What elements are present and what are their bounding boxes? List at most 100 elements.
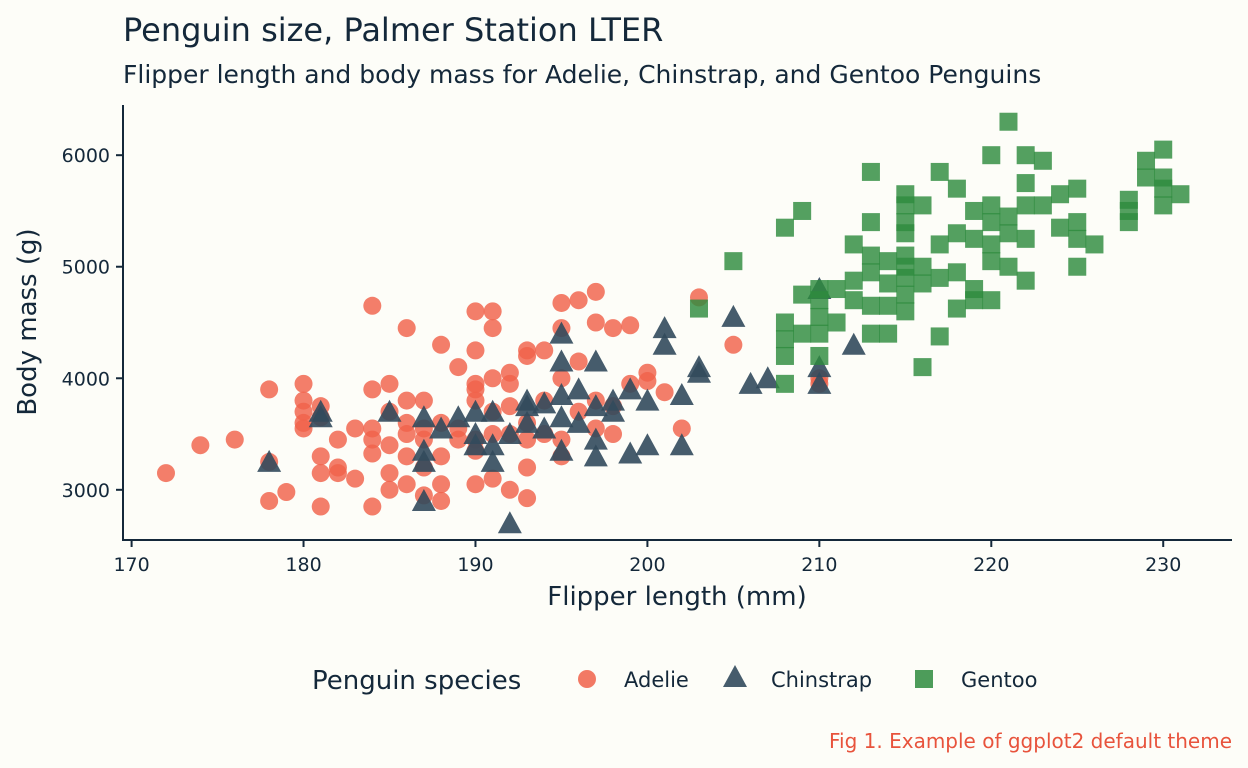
point-chinstrap <box>411 405 436 428</box>
point-adelie <box>311 464 330 483</box>
point-gentoo <box>1068 213 1087 232</box>
point-chinstrap <box>566 377 591 400</box>
point-adelie <box>483 369 502 388</box>
point-adelie <box>397 447 416 466</box>
point-chinstrap <box>652 316 677 339</box>
point-gentoo <box>982 213 1001 232</box>
point-gentoo <box>689 299 708 318</box>
point-gentoo <box>1119 213 1138 232</box>
point-adelie <box>156 464 175 483</box>
point-gentoo <box>896 268 915 287</box>
point-adelie <box>449 358 468 377</box>
point-chinstrap <box>463 399 488 422</box>
points-layer <box>156 112 1190 534</box>
point-gentoo <box>793 324 812 343</box>
point-adelie <box>552 369 571 388</box>
point-chinstrap <box>480 399 505 422</box>
point-adelie <box>432 491 451 510</box>
point-gentoo <box>793 285 812 304</box>
point-gentoo <box>861 324 880 343</box>
point-chinstrap <box>583 349 608 372</box>
point-gentoo <box>861 263 880 282</box>
point-chinstrap <box>446 405 471 428</box>
point-adelie <box>535 341 554 360</box>
point-adelie <box>655 383 674 402</box>
point-chinstrap <box>566 410 591 433</box>
point-chinstrap <box>807 371 832 394</box>
y-axis-title: Body mass (g) <box>13 228 43 415</box>
point-chinstrap <box>583 444 608 467</box>
point-chinstrap <box>755 366 780 389</box>
point-gentoo <box>896 224 915 243</box>
point-chinstrap <box>583 427 608 450</box>
point-gentoo <box>810 307 829 326</box>
legend-key-adelie <box>578 670 596 688</box>
axis-lines <box>122 105 1232 541</box>
point-adelie <box>552 293 571 312</box>
point-gentoo <box>930 162 949 181</box>
point-gentoo <box>1154 196 1173 215</box>
point-chinstrap <box>257 449 282 472</box>
point-adelie <box>363 444 382 463</box>
point-gentoo <box>947 224 966 243</box>
x-axis-title: Flipper length (mm) <box>547 582 806 612</box>
point-chinstrap <box>618 441 643 464</box>
point-adelie <box>432 475 451 494</box>
point-gentoo <box>810 324 829 343</box>
point-gentoo <box>1016 174 1035 193</box>
point-adelie <box>414 391 433 410</box>
point-gentoo <box>844 235 863 254</box>
point-gentoo <box>947 299 966 318</box>
point-adelie <box>294 374 313 393</box>
point-adelie <box>397 391 416 410</box>
point-gentoo <box>1068 257 1087 276</box>
point-chinstrap <box>308 405 333 428</box>
point-chinstrap <box>377 399 402 422</box>
point-adelie <box>569 291 588 310</box>
point-adelie <box>260 380 279 399</box>
figure-caption: Fig 1. Example of ggplot2 default theme <box>829 729 1232 753</box>
point-adelie <box>311 497 330 516</box>
point-gentoo <box>879 274 898 293</box>
point-adelie <box>449 430 468 449</box>
point-gentoo <box>775 313 794 332</box>
point-gentoo <box>827 280 846 299</box>
point-gentoo <box>861 246 880 265</box>
point-adelie <box>380 436 399 455</box>
point-adelie <box>483 319 502 338</box>
point-chinstrap <box>532 391 557 414</box>
point-gentoo <box>861 213 880 232</box>
point-chinstrap <box>601 399 626 422</box>
point-adelie <box>672 419 691 438</box>
point-chinstrap <box>686 360 711 383</box>
point-chinstrap <box>738 371 763 394</box>
point-gentoo <box>982 291 1001 310</box>
x-tick-label: 210 <box>801 554 837 576</box>
point-adelie <box>500 374 519 393</box>
point-chinstrap <box>583 394 608 417</box>
point-adelie <box>466 302 485 321</box>
point-gentoo <box>965 229 984 248</box>
point-chinstrap <box>411 449 436 472</box>
point-chinstrap <box>635 388 660 411</box>
chart-subtitle: Flipper length and body mass for Adelie,… <box>123 60 1041 89</box>
y-axis-ticks: 3000 4000 5000 6000 <box>62 145 123 502</box>
point-adelie <box>225 430 244 449</box>
point-adelie <box>363 380 382 399</box>
point-adelie <box>569 352 588 371</box>
point-gentoo <box>1016 196 1035 215</box>
point-chinstrap <box>532 416 557 439</box>
point-chinstrap <box>635 433 660 456</box>
point-gentoo <box>1016 271 1035 290</box>
x-tick-label: 230 <box>1145 554 1181 576</box>
point-chinstrap <box>841 332 866 355</box>
point-gentoo <box>999 224 1018 243</box>
point-adelie <box>277 483 296 502</box>
legend-key-gentoo <box>915 670 933 688</box>
point-gentoo <box>1154 179 1173 198</box>
point-adelie <box>191 436 210 455</box>
point-chinstrap <box>549 438 574 461</box>
point-gentoo <box>947 179 966 198</box>
point-gentoo <box>965 291 984 310</box>
